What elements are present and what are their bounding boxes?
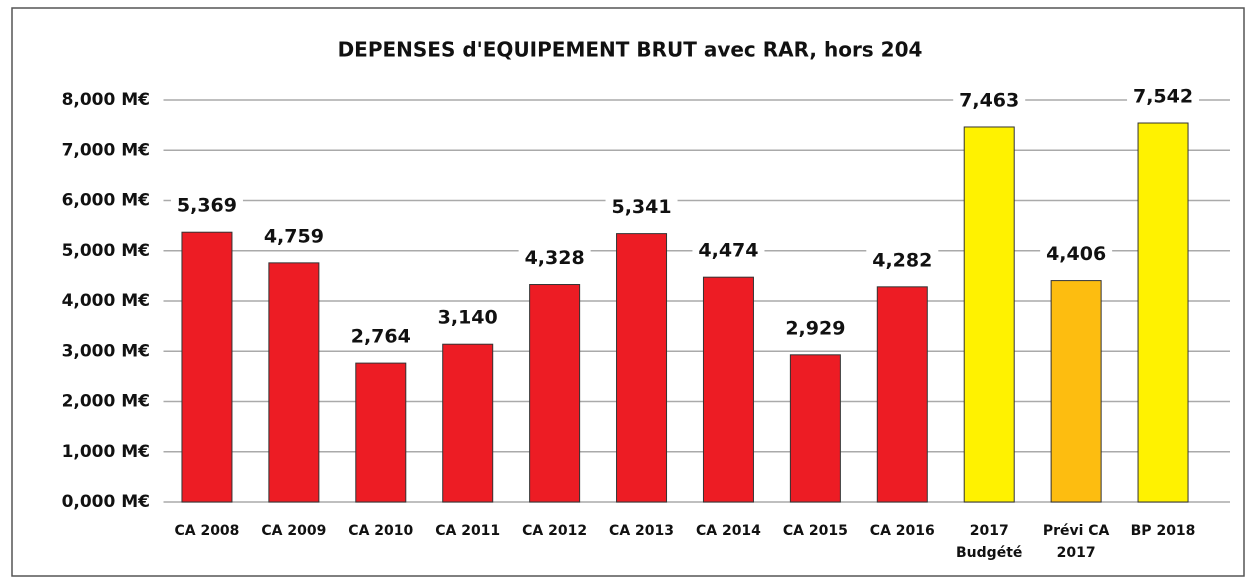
x-tick-label: CA 2016 (869, 523, 935, 539)
y-tick-label: 4,000 M€ (62, 291, 150, 311)
x-tick-label: CA 2014 (695, 523, 761, 539)
bar (616, 233, 668, 503)
x-tick-label: BP 2018 (1130, 523, 1196, 539)
bar (355, 362, 407, 503)
x-tick-label: 2017 Budgété (956, 523, 1023, 561)
data-label-background (518, 244, 591, 271)
data-label: 5,341 (611, 196, 671, 218)
bar (442, 343, 494, 503)
data-label: 4,328 (525, 247, 585, 269)
bar (789, 354, 841, 503)
y-tick-label: 7,000 M€ (62, 140, 150, 160)
bar (1137, 122, 1189, 503)
x-tick-label: CA 2011 (435, 523, 501, 539)
data-label: 3,140 (438, 307, 498, 329)
data-label-background (953, 86, 1026, 113)
bar (268, 262, 320, 503)
data-label: 2,764 (351, 326, 411, 348)
data-label-background (431, 304, 504, 331)
y-tick-label: 0,000 M€ (62, 492, 150, 512)
data-label-background (1040, 240, 1113, 267)
data-label-background (170, 192, 243, 219)
data-label: 2,929 (785, 317, 845, 339)
data-label: 4,759 (264, 225, 324, 247)
data-label-background (779, 314, 852, 341)
data-label: 4,474 (698, 240, 758, 262)
y-tick-label: 2,000 M€ (62, 392, 150, 412)
bar (181, 231, 233, 503)
data-label: 4,406 (1046, 243, 1106, 265)
x-tick-label: CA 2008 (174, 523, 240, 539)
x-tick-label: Prévi CA 2017 (1042, 523, 1110, 561)
x-tick-label: CA 2010 (348, 523, 414, 539)
data-label: 7,542 (1133, 86, 1193, 108)
x-tick-label: CA 2012 (522, 523, 588, 539)
bar (1050, 280, 1102, 503)
bar (529, 284, 581, 503)
data-label: 4,282 (872, 249, 932, 271)
y-tick-label: 3,000 M€ (62, 341, 150, 361)
x-tick-label: CA 2015 (782, 523, 848, 539)
y-tick-label: 8,000 M€ (62, 90, 150, 110)
chart-title: DEPENSES d'EQUIPEMENT BRUT avec RAR, hor… (338, 38, 923, 62)
y-tick-label: 5,000 M€ (62, 241, 150, 261)
data-label-background (692, 237, 765, 264)
data-label: 7,463 (959, 89, 1019, 111)
data-label-background (257, 222, 330, 249)
data-label-background (1127, 83, 1200, 110)
bar (876, 286, 928, 503)
data-label-background (866, 246, 939, 273)
data-label-background (344, 323, 417, 350)
x-tick-label: CA 2009 (261, 523, 327, 539)
data-label-background (605, 193, 678, 220)
bar (963, 126, 1015, 503)
bar (702, 276, 754, 503)
data-label: 5,369 (177, 195, 237, 217)
y-tick-label: 1,000 M€ (62, 442, 150, 462)
y-tick-label: 6,000 M€ (62, 191, 150, 211)
x-tick-label: CA 2013 (609, 523, 674, 539)
